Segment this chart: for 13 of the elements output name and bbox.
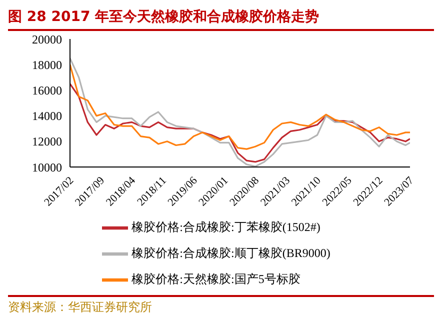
legend-label: 橡胶价格:合成橡胶:顺丁橡胶(BR9000) [132, 246, 330, 260]
y-tick-label: 20000 [32, 32, 62, 46]
line-series [70, 64, 410, 150]
line-series [70, 83, 410, 163]
y-tick-label: 16000 [32, 83, 62, 98]
chart-title: 图 28 2017 年至今天然橡胶和合成橡胶价格走势 [8, 8, 434, 31]
y-tick-label: 10000 [32, 160, 62, 174]
y-tick-label: 14000 [32, 109, 62, 124]
y-tick-label: 18000 [32, 58, 62, 72]
text: 资料来源：华西证券研究所 [8, 299, 153, 316]
legend-label: 橡胶价格:合成橡胶:丁苯橡胶(1502#) [132, 220, 320, 234]
legend-label: 橡胶价格:天然橡胶:国产5号标胶 [132, 272, 300, 286]
y-tick-label: 12000 [32, 134, 62, 149]
